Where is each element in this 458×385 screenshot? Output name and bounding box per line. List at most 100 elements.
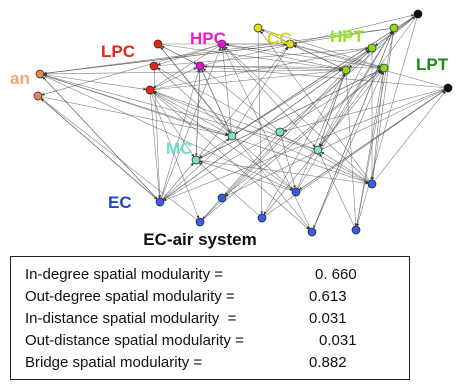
edge-ec-lpt [261, 90, 445, 219]
edge-hpt-mc [319, 47, 373, 147]
group-label-hpt: HPT [330, 27, 365, 46]
metric-out-degree: Out-degree spatial modularity = 0.613 [25, 287, 405, 307]
edge-ec-hpt [159, 69, 381, 203]
edge-ec-mc [319, 153, 357, 231]
edge-ec-hpt [261, 70, 382, 219]
edge-cc-hpt [289, 43, 381, 68]
node-mc [227, 131, 237, 141]
edge-mc-hpt [195, 69, 381, 161]
edge-hpt-mc [319, 27, 395, 147]
node-hpt [379, 63, 389, 73]
metric-in-distance: In-distance spatial modularity = 0.031 [25, 309, 405, 329]
node-ec [291, 187, 301, 197]
edge-an-ec [39, 73, 369, 184]
metric-bridge: Bridge spatial modularity = 0.882 [25, 353, 405, 373]
node-cc [253, 23, 263, 33]
edge-lpc-ec [153, 65, 162, 199]
edge-ec-lpc [157, 67, 373, 185]
metric-label: Bridge spatial modularity = [25, 354, 203, 371]
network-diagram: an LPC HPC CC HPT LPT MC EC [10, 9, 453, 237]
edge-hpc-mc [221, 43, 316, 148]
edge-lpc-hpc [149, 67, 197, 91]
edge-hpt-ec [345, 69, 358, 227]
edge-ec-hpc [224, 46, 373, 185]
node-lpt [443, 83, 453, 93]
edge-mc-cc [195, 46, 288, 161]
edge-ec-mc [199, 160, 297, 193]
node-ec [155, 197, 165, 207]
edge-lpt-hpt [348, 13, 419, 68]
edge-lpc-ec [149, 89, 369, 183]
edge-hpc-hpt [199, 65, 343, 72]
edge-hpc-an [41, 43, 223, 96]
node-an [35, 69, 45, 79]
edge-lpt-ec [225, 87, 449, 197]
node-ec [217, 193, 227, 203]
group-label-cc: CC [267, 29, 292, 48]
node-an [33, 91, 43, 101]
edge-ec-hpt [355, 71, 385, 231]
edge-ec-lpc [153, 92, 297, 193]
edge-ec-lpt [371, 90, 446, 185]
edge-hpt-cc [293, 45, 347, 71]
edge-ec-hpt [199, 70, 382, 223]
group-label-lpc: LPC [101, 42, 135, 61]
edge-an-mc [37, 95, 229, 137]
edge-ec-an [42, 76, 161, 203]
edge-mc-hpc [195, 69, 202, 161]
edge-ec-hpt [159, 50, 370, 203]
edge-ec-hpc [159, 47, 221, 203]
edge-mc-hpt [231, 49, 369, 137]
node-hpt [341, 65, 351, 75]
metric-out-distance: Out-distance spatial modularity = 0.031 [25, 331, 405, 351]
edge-hpc-lpt [199, 14, 415, 67]
metric-in-degree: In-degree spatial modularity = 0. 660 [25, 265, 405, 285]
edge-ec-hpt [355, 31, 395, 231]
node-ec [367, 179, 377, 189]
edge-ec-mc [321, 151, 373, 185]
node-lpc [149, 61, 159, 71]
node-hpc [217, 39, 227, 49]
group-label-mc: MC [166, 139, 192, 158]
edge-mc-cc [231, 47, 289, 137]
edge-lpc-hpt [149, 69, 343, 91]
edge-lpt-ec [163, 87, 449, 201]
node-ec [195, 217, 205, 227]
metric-value: 0. 660 [315, 266, 357, 283]
edge-cc-ec [257, 27, 264, 215]
node-lpc [153, 39, 163, 49]
edge-mc-ec [202, 131, 281, 220]
edge-ec-an [40, 98, 161, 203]
node-ec [351, 225, 361, 235]
edge-hpt-ec [263, 69, 347, 215]
edge-hpt-cc [293, 27, 395, 45]
metrics-box: In-degree spatial modularity = 0. 660 Ou… [10, 256, 410, 380]
edge-ec-hpt [295, 31, 393, 193]
edge-ec-mc [159, 138, 230, 203]
edge-lpc-mc [149, 89, 195, 157]
node-mc [275, 127, 285, 137]
edge-lpc-ec [149, 89, 161, 199]
node-mc [313, 145, 323, 155]
edge-lpc-hpt [153, 47, 369, 67]
edge-ec-hpc [223, 47, 313, 233]
node-lpc [145, 85, 155, 95]
edge-mc-ec [195, 159, 369, 185]
edge-an-lpc [39, 73, 147, 91]
edge-ec-hpt [311, 31, 393, 233]
edge-ec-cc [260, 30, 373, 185]
node-hpc [195, 61, 205, 71]
edge-lpc-ec [153, 65, 294, 190]
edge-hpt-ec [371, 27, 395, 181]
node-ec [257, 213, 267, 223]
edge-mc-an [43, 74, 319, 151]
edge-mc-lpc [160, 46, 233, 137]
edge-ec-hpt [311, 71, 383, 233]
group-label-layer: an LPC HPC CC HPT LPT MC EC [10, 27, 449, 212]
group-label-ec: EC [108, 193, 132, 212]
metric-value: 0.031 [319, 332, 357, 349]
group-label-lpt: LPT [416, 55, 449, 74]
node-mc [191, 155, 201, 165]
edge-ec-hpc [159, 69, 200, 203]
edge-hpt-ec [371, 67, 385, 181]
